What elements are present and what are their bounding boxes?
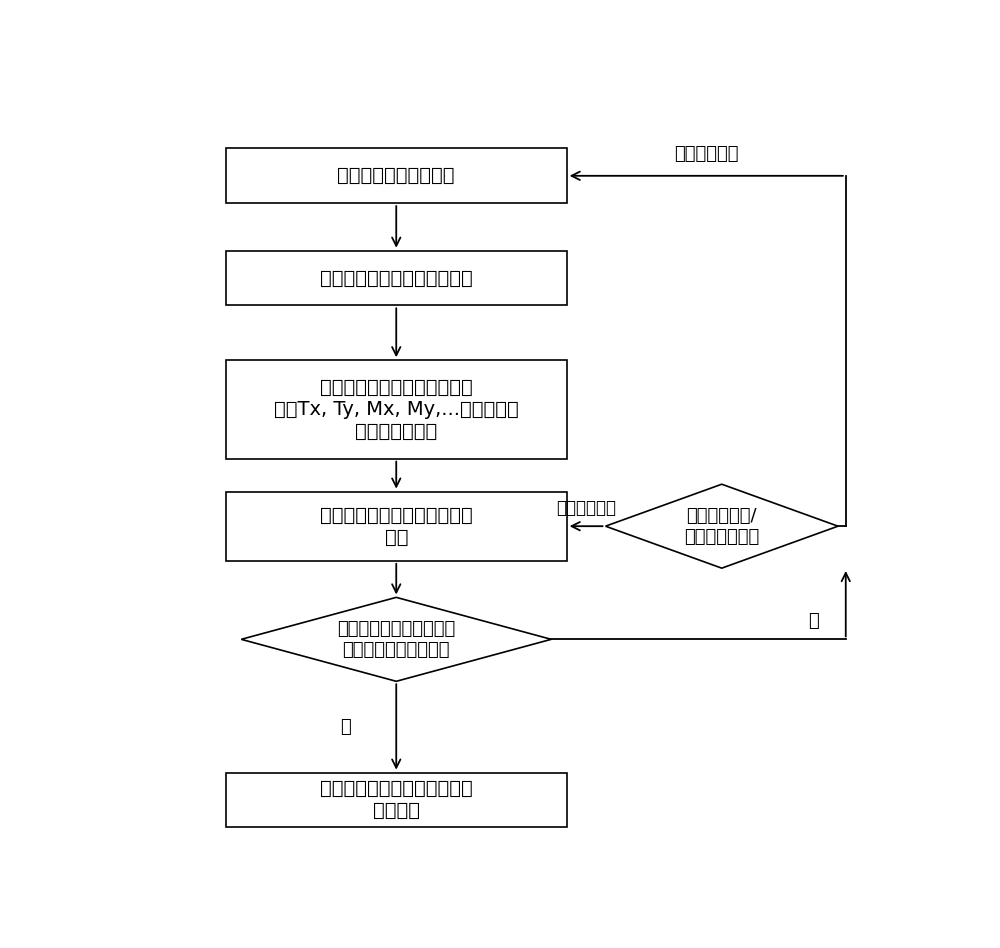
Text: 是: 是 xyxy=(340,718,351,736)
Bar xyxy=(226,149,567,203)
Text: 套刻精度量测标记设计: 套刻精度量测标记设计 xyxy=(338,166,455,185)
Polygon shape xyxy=(606,484,838,568)
Text: 优化量测方法/
优化量测标记？: 优化量测方法/ 优化量测标记？ xyxy=(684,507,759,546)
Text: 统计分析组合量测结果，
判断量测方法是否准确: 统计分析组合量测结果， 判断量测方法是否准确 xyxy=(337,620,455,659)
Polygon shape xyxy=(241,597,551,682)
Text: 优化量测方法: 优化量测方法 xyxy=(556,499,616,517)
Text: 套刻精度量测标记及量测方法
符合标准: 套刻精度量测标记及量测方法 符合标准 xyxy=(320,779,473,820)
Bar xyxy=(226,491,567,561)
Text: 曝光、刻蚀形成前层套刻图形: 曝光、刻蚀形成前层套刻图形 xyxy=(320,268,473,287)
Text: 否: 否 xyxy=(808,612,819,630)
Text: 待评估套刻精度量测方法进行
量测: 待评估套刻精度量测方法进行 量测 xyxy=(320,505,473,547)
Bar xyxy=(226,360,567,459)
Text: 优化量测标记: 优化量测标记 xyxy=(674,145,738,163)
Bar xyxy=(226,250,567,305)
Bar xyxy=(226,773,567,828)
Text: 通过给定不同组合的线性补偿
值（Tx, Ty, Mx, My,...），曝光形
成当层套刻图形: 通过给定不同组合的线性补偿 值（Tx, Ty, Mx, My,...），曝光形 … xyxy=(274,378,519,441)
